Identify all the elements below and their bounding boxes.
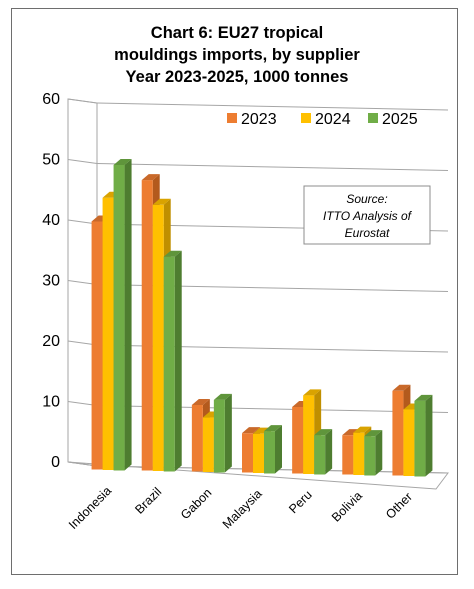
bar-malaysia-2025-side	[275, 425, 282, 474]
bar-peru-2025-top	[314, 429, 333, 436]
bar-brazil-2025-top	[163, 250, 182, 257]
bar-other-2024-front	[403, 409, 415, 476]
bar-bolivia-2025-side	[375, 430, 383, 476]
y-tick-label-50: 50	[42, 152, 60, 169]
bar-bolivia-2023-front	[342, 435, 354, 475]
source-line-3: Eurostat	[345, 226, 390, 240]
bar-gabon-2023-front	[191, 404, 203, 472]
bar-bolivia-2025-front	[364, 436, 376, 476]
bar-other-2025-top	[414, 394, 433, 401]
x-tick-label-gabon: Gabon	[178, 486, 214, 522]
y-tick-label-30: 30	[42, 273, 60, 290]
bar-malaysia-2023-top	[242, 427, 260, 434]
bar-bolivia-2024-top	[353, 426, 372, 433]
bar-brazil-2024-top	[152, 198, 171, 205]
bar-brazil-2025	[163, 250, 182, 472]
chart-title-line-1: Chart 6: EU27 tropical	[151, 24, 323, 42]
wall-gridline-60	[67, 98, 98, 104]
bar-indonesia-2025	[113, 158, 132, 471]
y-tick-label-20: 20	[42, 333, 60, 350]
y-tick-label-10: 10	[42, 394, 60, 411]
source-line-2: ITTO Analysis of	[323, 209, 413, 223]
bar-peru-2025-side	[325, 429, 333, 475]
bar-bolivia-2025-top	[364, 430, 383, 437]
source-line-1: Source:	[346, 192, 387, 206]
bar-indonesia-2023-front	[91, 221, 103, 470]
bar-brazil-2025-front	[163, 256, 175, 472]
bar-indonesia-2025-top	[113, 158, 132, 165]
legend-swatch-2025	[368, 113, 378, 123]
bar-bolivia-2025	[364, 430, 383, 476]
bar-indonesia-2025-front	[113, 164, 125, 471]
bar-gabon-2025-front	[213, 399, 225, 473]
x-tick-label-brazil: Brazil	[132, 485, 164, 517]
bar-brazil-2023-top	[141, 174, 160, 181]
chart-title-line-2: mouldings imports, by supplier	[114, 46, 360, 64]
bar-gabon-2025-side	[224, 393, 232, 473]
legend-swatch-2024	[301, 113, 311, 123]
y-tick-label-60: 60	[42, 91, 60, 108]
y-tick-label-0: 0	[51, 454, 60, 471]
bar-other-2025	[414, 394, 433, 477]
y-tick-label-40: 40	[42, 212, 60, 229]
legend-label-2024: 2024	[315, 111, 351, 128]
bar-malaysia-2025-front	[264, 431, 275, 474]
bar-malaysia-2025-top	[264, 425, 282, 432]
bars	[91, 158, 433, 477]
bar-peru-2024-top	[303, 389, 322, 396]
bar-gabon-2023-top	[191, 398, 210, 405]
chart-title-line-3: Year 2023-2025, 1000 tonnes	[126, 68, 349, 86]
legend: 2023 2024 2025	[227, 111, 418, 128]
gridline-60	[96, 102, 449, 111]
bar-other-2025-side	[425, 394, 433, 477]
x-tick-label-other: Other	[383, 490, 415, 522]
x-axis-labels: Indonesia Brazil Gabon Malaysia Peru Bolivia O…	[66, 484, 415, 532]
x-tick-label-bolivia: Bolivia	[329, 489, 365, 525]
bar-peru-2023-front	[292, 406, 304, 474]
bar-other-2023-top	[392, 384, 411, 391]
bar-gabon-2024-front	[202, 417, 214, 472]
bar-brazil-2023-front	[141, 180, 153, 471]
bar-bolivia-2024-front	[353, 432, 365, 475]
x-tick-label-malaysia: Malaysia	[220, 487, 265, 532]
bar-malaysia-2024-front	[253, 433, 264, 473]
bar-malaysia-2023-front	[242, 433, 253, 473]
gridline-50	[96, 163, 449, 171]
bar-gabon-2025	[213, 393, 232, 473]
bar-peru-2024-front	[303, 395, 315, 474]
bar-malaysia-2025	[264, 425, 282, 474]
legend-swatch-2023	[227, 113, 237, 123]
bar-gabon-2025-top	[213, 393, 232, 400]
y-axis-ticks: 0 10 20 30 40 50 60	[42, 91, 60, 471]
source-annotation: Source: ITTO Analysis of Eurostat	[303, 185, 431, 245]
bar-other-2023-front	[392, 390, 404, 476]
bar-brazil-2025-side	[174, 250, 182, 472]
wall-gridline-50	[67, 159, 98, 164]
bar-peru-2025	[314, 429, 333, 475]
bar-peru-2025-front	[314, 435, 326, 475]
legend-label-2025: 2025	[382, 111, 418, 128]
bar-brazil-2024-front	[152, 204, 164, 472]
bar-indonesia-2024-front	[102, 197, 114, 470]
x-tick-label-indonesia: Indonesia	[66, 484, 114, 532]
bar-indonesia-2025-side	[124, 158, 132, 471]
chart-title: Chart 6: EU27 tropical mouldings imports…	[114, 24, 360, 86]
legend-label-2023: 2023	[241, 111, 277, 128]
source-box	[303, 185, 431, 245]
x-tick-label-peru: Peru	[286, 488, 315, 517]
bar-other-2025-front	[414, 400, 426, 477]
